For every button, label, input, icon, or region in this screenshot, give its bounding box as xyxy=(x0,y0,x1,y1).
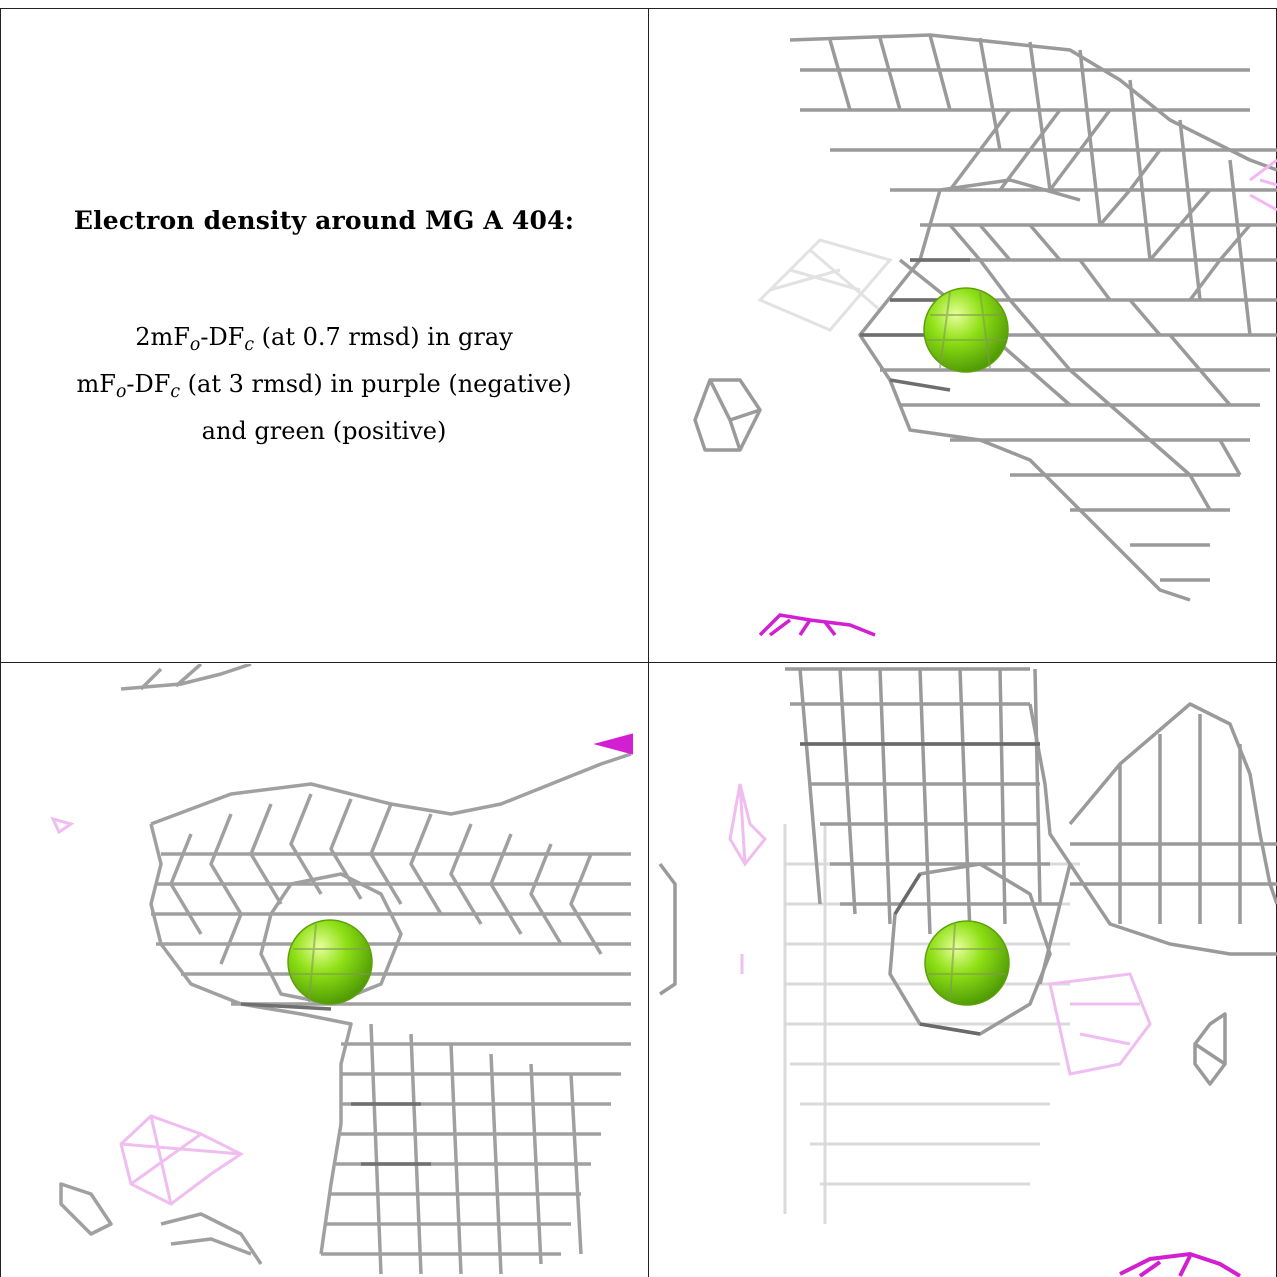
gray-mesh xyxy=(59,664,632,1275)
gray-mesh-dark xyxy=(860,258,980,392)
negative-density-mesh xyxy=(593,733,633,755)
gray-mesh xyxy=(693,33,1277,602)
legend-line-2mfo: 2mFo-DFc (at 0.7 rmsd) in gray xyxy=(135,323,513,355)
mesh-over-atom xyxy=(926,291,1006,369)
faint-mesh xyxy=(783,824,1080,1224)
negative-density-mesh xyxy=(1119,1251,1242,1277)
negative-density-faint xyxy=(50,816,244,1206)
mg-atom-sphere xyxy=(923,287,1009,373)
faint-mesh xyxy=(757,238,893,332)
negative-density-faint xyxy=(1249,158,1277,212)
mg-atom-sphere xyxy=(924,920,1010,1006)
horizontal-divider xyxy=(0,662,1277,663)
gray-mesh xyxy=(658,667,1277,1086)
legend-line-mfo: mFo-DFc (at 3 rmsd) in purple (negative) xyxy=(76,369,572,402)
caption-legend: 2mFo-DFc (at 0.7 rmsd) in gray mFo-DFc (… xyxy=(1,318,647,451)
density-view-3 xyxy=(650,664,1277,1277)
mesh-over-atom xyxy=(291,923,369,1003)
negative-density-faint xyxy=(728,783,1152,1076)
density-mesh-svg-1 xyxy=(693,33,1277,637)
vertical-divider xyxy=(648,8,649,1277)
density-mesh-svg-2 xyxy=(50,664,633,1275)
caption-cell: Electron density around MG A 404: 2mFo-D… xyxy=(1,10,647,662)
density-view-1 xyxy=(650,10,1277,662)
caption-title: Electron density around MG A 404: xyxy=(73,206,575,235)
density-mesh-svg-3 xyxy=(658,667,1277,1277)
legend-line-colors: and green (positive) xyxy=(201,416,447,445)
density-view-2 xyxy=(1,664,647,1277)
negative-density-mesh xyxy=(758,613,876,637)
bottom-left-border xyxy=(0,662,1,1277)
gray-mesh-dark xyxy=(800,742,1040,1036)
left-border xyxy=(0,8,1,663)
top-border xyxy=(0,8,1277,9)
mg-atom-sphere xyxy=(287,919,373,1005)
mesh-over-atom xyxy=(928,923,1006,1003)
gray-mesh-dark xyxy=(240,1002,431,1166)
